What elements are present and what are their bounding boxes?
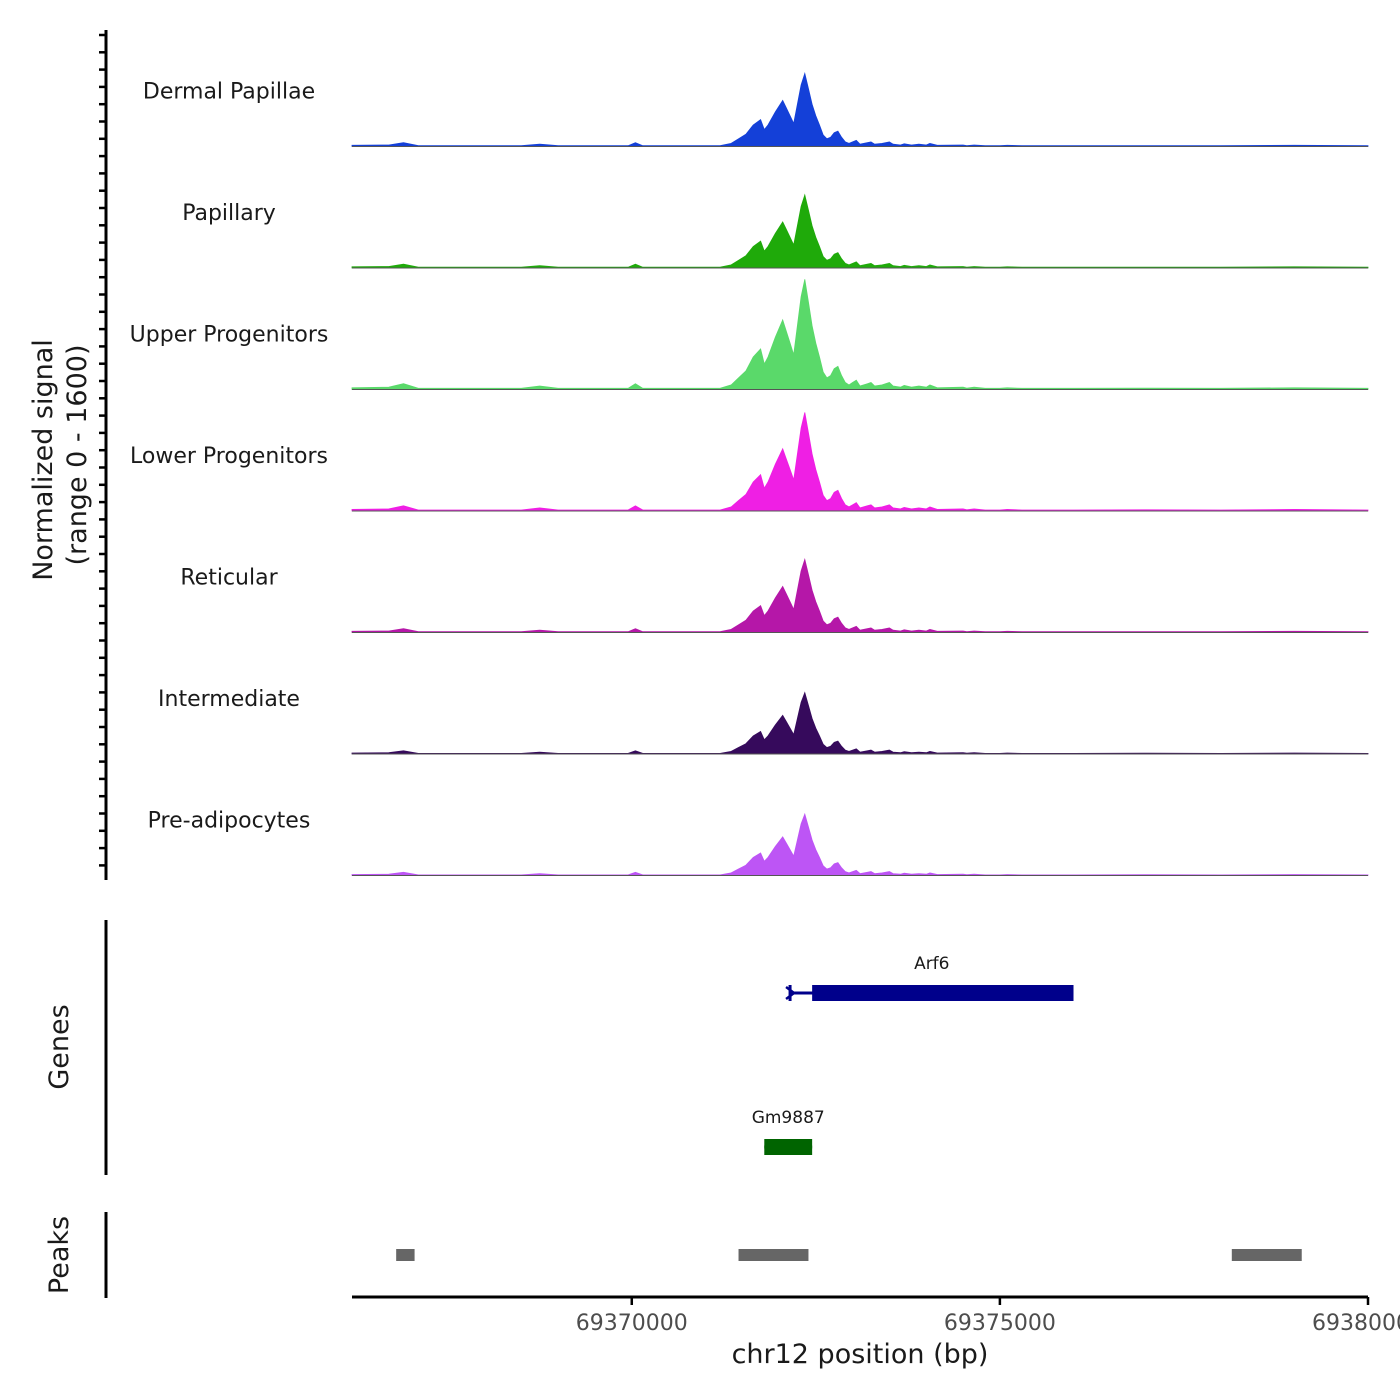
coverage-area-papillary [351,193,1369,269]
peak-region [396,1249,415,1261]
signal-y-axis-title-line2: (range 0 - 1600) [62,345,93,566]
peak-region [738,1249,809,1261]
peak-region [1231,1249,1302,1261]
peaks-panel-title: Peaks [44,1216,75,1294]
track-label: Reticular [180,566,278,591]
track-label: Intermediate [158,687,300,712]
track-label: Papillary [182,201,276,226]
track-label: Dermal Papillae [143,80,315,105]
track-labels: Dermal Papillae Papillary Upper Progenitor… [130,80,329,834]
coverage-area-reticular [351,558,1369,633]
signal-y-axis-title-line1: Normalized signal [28,339,59,581]
coverage-area-intermediate [351,691,1369,755]
x-axis-title: chr12 position (bp) [732,1339,989,1370]
track-label: Lower Progenitors [130,444,328,469]
track-label: Upper Progenitors [130,323,329,348]
x-tick-label: 69370000 [576,1311,688,1336]
coverage-area-pre-adipocytes [351,812,1369,876]
genes-panel-title: Genes [44,1004,75,1089]
x-tick-label: 69380000 [1312,1311,1400,1336]
x-axis-ticks: 69370000 69375000 69380000 [576,1297,1400,1336]
gene-label-gm9887: Gm9887 [752,1108,825,1128]
gene-exon-arf6 [812,985,1074,1001]
gene-label-arf6: Arf6 [914,954,949,974]
coverage-area-upper-progenitors [351,279,1369,390]
gene-track: Arf6 Gm9887 [752,954,1074,1155]
x-tick-label: 69375000 [944,1311,1056,1336]
coverage-area-dermal-papillae [351,72,1369,147]
strand-arrow-icon [785,986,797,1000]
coverage-area-lower-progenitors [351,412,1369,512]
peak-track [396,1249,1302,1261]
track-label: Pre-adipocytes [148,809,311,834]
gene-exon-gm9887 [764,1139,813,1155]
signal-tracks [351,72,1369,876]
